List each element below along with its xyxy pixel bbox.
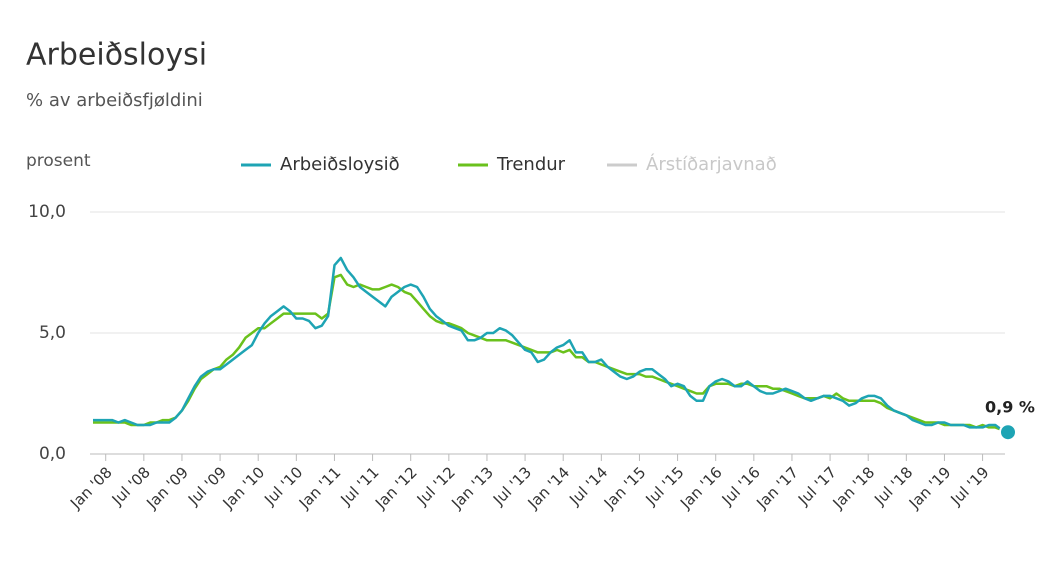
y-axis-label: prosent — [26, 151, 91, 171]
y-tick-label: 10,0 — [28, 202, 66, 222]
x-tick-label: Jan '11 — [295, 463, 345, 513]
y-tick-label: 0,0 — [39, 444, 66, 464]
y-tick-label: 5,0 — [39, 323, 66, 343]
last-point-marker — [999, 423, 1017, 442]
legend-label: Arbeiðsloysið — [280, 154, 400, 175]
x-tick-label: Jan '19 — [905, 463, 955, 513]
chart-title: Arbeiðsloysi — [26, 38, 207, 73]
legend-label: Árstíðarjavnað — [646, 153, 777, 175]
x-tick-label: Jan '14 — [524, 463, 574, 513]
x-tick-label: Jan '18 — [829, 463, 879, 513]
legend-label: Trendur — [496, 154, 566, 175]
x-tick-label: Jan '16 — [676, 463, 726, 513]
annotation: 0,9 % — [985, 398, 1035, 417]
x-tick-label: Jan '13 — [447, 463, 497, 513]
series-line — [93, 256, 1009, 434]
x-tick-label: Jan '09 — [142, 463, 192, 513]
x-tick-label: Jan '08 — [66, 463, 116, 513]
chart-subtitle: % av arbeiðsfjøldini — [26, 90, 203, 111]
x-tick-label: Jul '19 — [947, 463, 993, 509]
x-tick-label: Jan '10 — [219, 463, 269, 513]
x-tick-label: Jan '17 — [752, 463, 802, 513]
x-tick-label: Jan '15 — [600, 463, 650, 513]
x-tick-label: Jan '12 — [371, 463, 421, 513]
